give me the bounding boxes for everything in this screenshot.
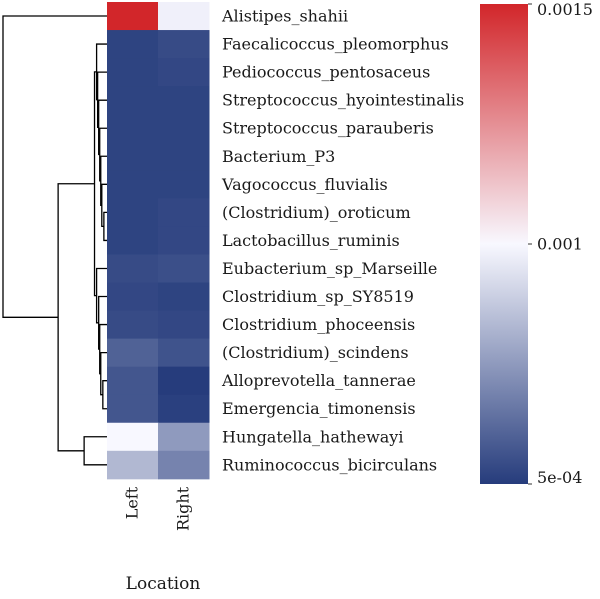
heatmap-cell: [158, 86, 210, 115]
row-label: Emergencia_timonensis: [222, 399, 416, 418]
heatmap-cell: [107, 422, 159, 452]
heatmap-cell: [158, 198, 210, 227]
colorbar: [480, 4, 528, 484]
row-label: (Clostridium)_scindens: [222, 343, 409, 362]
heatmap-cell: [158, 226, 210, 255]
column-label: Right: [174, 486, 193, 531]
colorbar-tick-label: 0.001: [537, 235, 583, 254]
colorbar-legend: 0.0015 0.001 5e-04: [480, 0, 593, 487]
row-label: Pediococcus_pentosaceus: [222, 63, 430, 82]
heatmap-cell: [107, 394, 159, 424]
x-axis-title: Location: [126, 574, 201, 594]
heatmap-cell: [107, 310, 159, 340]
heatmap-cell: [158, 394, 210, 424]
heatmap-cell: [107, 2, 159, 31]
heatmap-cell: [107, 170, 159, 199]
row-label: Ruminococcus_bicirculans: [222, 455, 437, 474]
heatmap-cell: [107, 30, 159, 59]
row-dendrogram: [2, 15, 107, 466]
dendrogram-branch: [103, 211, 107, 242]
row-label: Vagococcus_fluvialis: [221, 175, 388, 194]
heatmap-cell: [158, 366, 210, 396]
row-label: Clostridium_sp_SY8519: [222, 287, 414, 306]
heatmap-cell: [158, 282, 210, 312]
heatmap-cell: [107, 450, 159, 480]
heatmap-cell: [158, 114, 210, 143]
heatmap-cells: [107, 2, 210, 480]
row-label: Streptococcus_parauberis: [222, 119, 434, 138]
column-labels: Left Right: [123, 486, 193, 531]
heatmap-cell: [158, 310, 210, 340]
row-label: Hungatella_hathewayi: [222, 427, 403, 446]
dendrogram-branch: [93, 71, 97, 297]
row-label: Clostridium_phoceensis: [222, 315, 415, 334]
heatmap-cell: [107, 198, 159, 227]
row-label: Alistipes_shahii: [221, 7, 348, 26]
heatmap-cell: [107, 114, 159, 143]
heatmap-cell: [158, 254, 210, 283]
heatmap-cell: [107, 338, 159, 368]
row-labels: Alistipes_shahii Faecalicoccus_pleomorphu…: [221, 7, 464, 475]
heatmap-cell: [158, 338, 210, 368]
heatmap-cell: [107, 366, 159, 396]
dendrogram-branch: [2, 15, 107, 318]
colorbar-tick-label: 5e-04: [537, 468, 582, 487]
dendrogram-branch: [100, 351, 107, 396]
heatmap-cell: [158, 422, 210, 452]
heatmap-cell: [107, 226, 159, 255]
heatmap-cell: [158, 142, 210, 171]
dendrogram-branch: [83, 436, 107, 466]
heatmap-cell: [107, 86, 159, 115]
heatmap-cell: [158, 450, 210, 480]
heatmap-cell: [107, 254, 159, 283]
column-label: Left: [123, 486, 142, 519]
dendrogram-branch: [102, 380, 107, 410]
heatmap-cell: [107, 282, 159, 312]
row-label: Faecalicoccus_pleomorphus: [222, 35, 449, 54]
heatmap-cell: [158, 2, 210, 31]
heatmap-cell: [158, 30, 210, 59]
heatmap-cell: [107, 142, 159, 171]
heatmap-cell: [158, 58, 210, 87]
row-label: Bacterium_P3: [222, 147, 335, 166]
row-label: (Clostridium)_oroticum: [222, 203, 411, 222]
row-label: Streptococcus_hyointestinalis: [222, 91, 464, 110]
heatmap-cell: [158, 170, 210, 199]
row-label: Eubacterium_sp_Marseille: [222, 259, 437, 278]
row-label: Lactobacillus_ruminis: [222, 231, 400, 250]
colorbar-tick-label: 0.0015: [537, 0, 593, 19]
heatmap-cell: [107, 58, 159, 87]
dendrogram-branch: [57, 183, 95, 452]
row-label: Alloprevotella_tannerae: [221, 371, 416, 390]
